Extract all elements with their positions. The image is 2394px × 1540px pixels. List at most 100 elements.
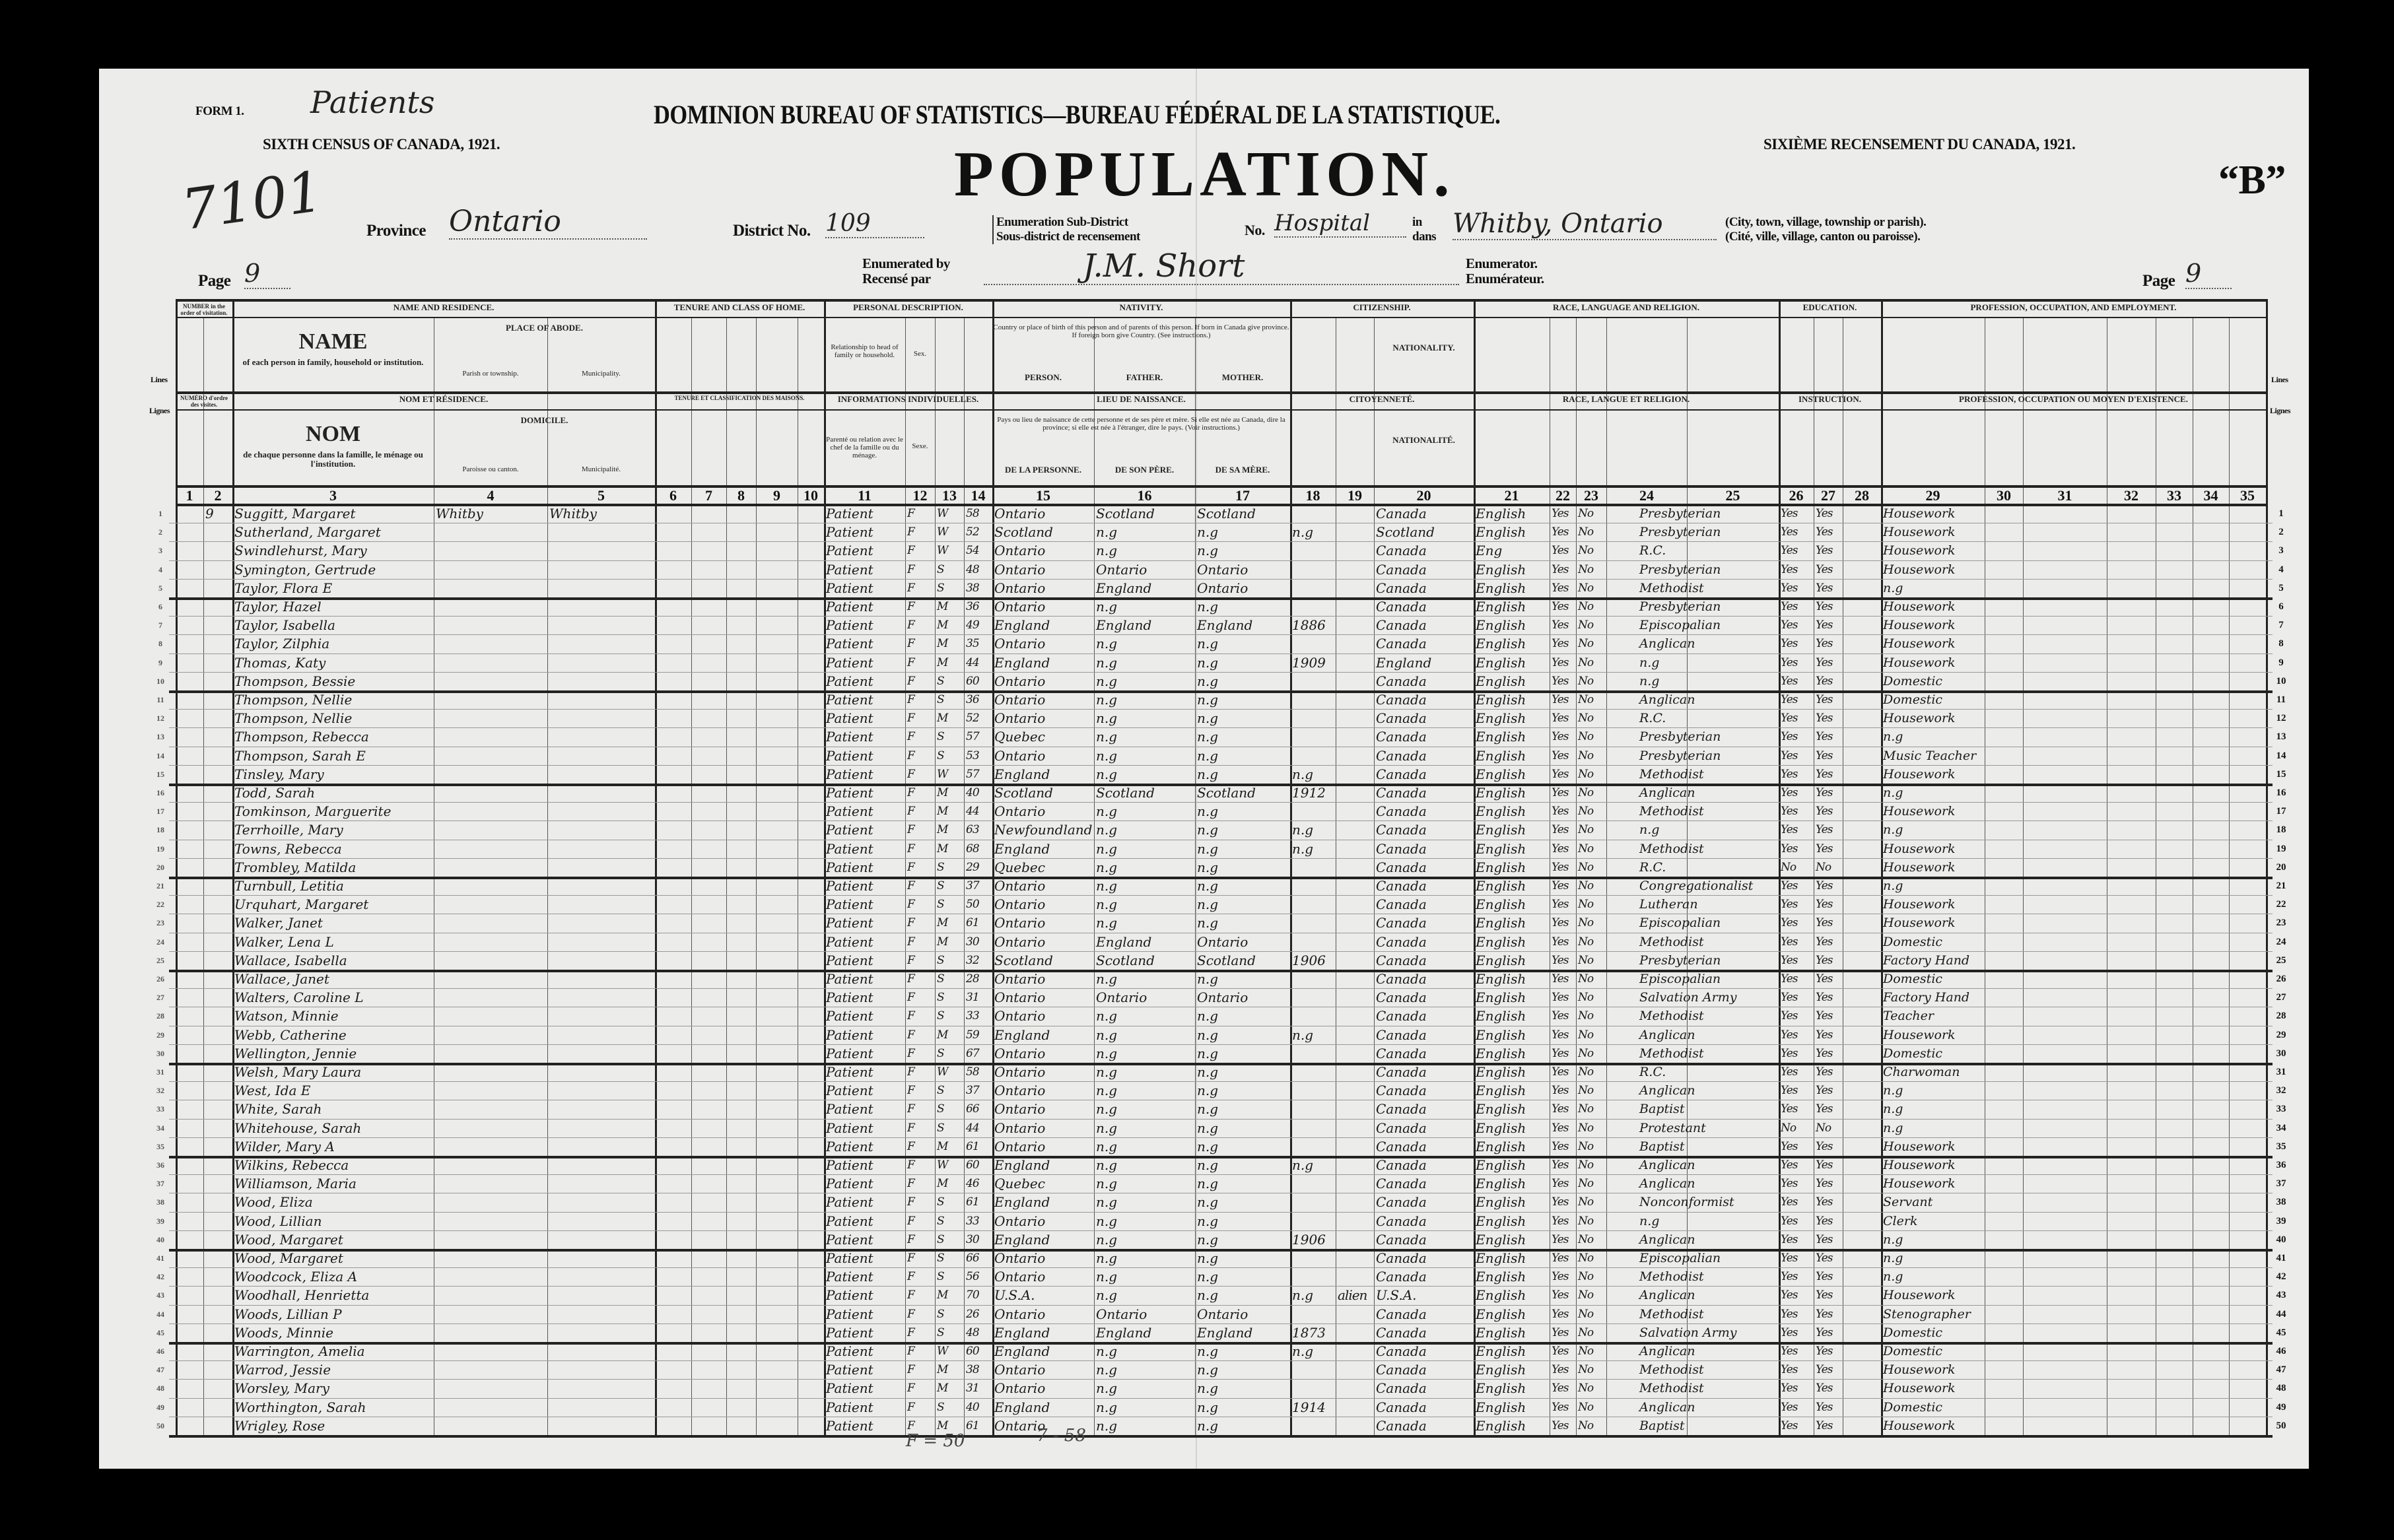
cell-french: No (1578, 655, 1594, 669)
column-number: 3 (329, 487, 337, 504)
cell-rel: Patient (826, 692, 873, 708)
cell-bp: Ontario (994, 1362, 1046, 1378)
cell-nationality: Canada (1376, 1101, 1427, 1118)
cell-age: 33 (966, 1009, 980, 1023)
cell-occupation: Housework (1883, 1027, 1956, 1042)
cell-write: Yes (1816, 544, 1833, 558)
group-header-en: NAME AND RESIDENCE. (393, 303, 495, 312)
cell-occupation: Housework (1883, 506, 1956, 521)
cell-rel: Patient (826, 1120, 873, 1136)
cell-english: Yes (1552, 860, 1569, 874)
cell-french: No (1578, 1214, 1594, 1228)
cell-nationality: Canada (1376, 1176, 1427, 1192)
domicile-header: DOMICILE. (520, 416, 568, 425)
cell-name: Taylor, Flora E (234, 580, 333, 596)
de-son-pere-header: DE SON PÈRE. (1114, 465, 1175, 475)
cell-religion: n.g (1639, 1213, 1660, 1228)
line-number: 29 (156, 1030, 164, 1040)
cell-bp: Ontario (994, 710, 1046, 727)
cell-read: Yes (1781, 1270, 1798, 1284)
column-divider (1606, 317, 1607, 1435)
cell-sex: F (907, 1400, 915, 1414)
cell-age: 54 (966, 544, 980, 558)
cell-rel: Patient (826, 971, 873, 987)
cell-origin: English (1476, 1008, 1526, 1024)
cell-bf: n.g (1096, 1138, 1118, 1155)
cell-french: No (1578, 749, 1594, 762)
cell-rel: Patient (826, 1064, 873, 1080)
cell-french: No (1578, 842, 1594, 855)
cell-rel: Patient (826, 1101, 873, 1118)
line-number: 16 (156, 788, 164, 797)
cell-name: Wood, Lillian (234, 1213, 322, 1229)
line-number: 28 (2276, 1011, 2286, 1022)
group-header-en: NUMBER in the order of visitation. (180, 303, 228, 316)
cell-nationality: Canada (1376, 878, 1427, 894)
cell-bm: n.g (1197, 729, 1219, 745)
place-hint-fr: (Cité, ville, village, canton ou paroiss… (1725, 230, 1921, 244)
cell-sex: F (907, 1252, 915, 1265)
cell-bf: n.g (1096, 915, 1118, 931)
cell-nationality: Canada (1376, 1064, 1427, 1080)
cell-write: Yes (1816, 805, 1833, 819)
cell-nationality: Canada (1376, 729, 1427, 745)
cell-bm: n.g (1197, 599, 1219, 615)
cell-age: 61 (966, 1139, 980, 1153)
cell-marital: W (937, 767, 948, 781)
cell-bm: n.g (1197, 1417, 1219, 1434)
line-number: 49 (156, 1402, 164, 1412)
cell-sex: F (907, 935, 915, 949)
cell-bf: Ontario (1096, 989, 1147, 1006)
cell-occupation: n.g (1883, 1083, 1903, 1098)
cell-english: Yes (1552, 712, 1569, 725)
column-divider (232, 299, 234, 1435)
cell-marital: S (937, 1009, 945, 1023)
column-divider (905, 317, 906, 1435)
column-divider (1374, 317, 1375, 1435)
cell-write: Yes (1816, 842, 1833, 855)
cell-rel: Patient (826, 561, 873, 578)
cell-rel: Patient (826, 1213, 873, 1229)
cell-read: Yes (1781, 712, 1798, 725)
cell-read: Yes (1781, 1289, 1798, 1302)
cell-immig: 1909 (1292, 654, 1326, 671)
cell-name: Thompson, Sarah E (234, 747, 366, 764)
cell-origin: English (1476, 580, 1526, 596)
cell-english: Yes (1552, 1252, 1569, 1265)
cell-religion: Presbyterian (1639, 729, 1721, 745)
cell-bp: England (994, 654, 1050, 671)
column-divider (1687, 317, 1688, 1435)
cell-bp: Ontario (994, 933, 1046, 950)
column-number: 13 (942, 487, 957, 504)
cell-bm: Scotland (1197, 506, 1256, 521)
cell-french: No (1578, 1046, 1594, 1060)
column-number: 5 (598, 487, 605, 504)
cell-rel: Patient (826, 878, 873, 894)
cell-bf: n.g (1096, 692, 1118, 708)
cell-origin: English (1476, 1026, 1526, 1043)
cell-english: Yes (1552, 749, 1569, 762)
cell-origin: English (1476, 1083, 1526, 1099)
cell-age: 60 (966, 1345, 980, 1358)
cell-rel: Patient (826, 1026, 873, 1043)
column-divider (176, 299, 178, 1435)
line-number: 2 (158, 527, 162, 537)
row-rule (169, 1044, 2273, 1045)
cell-write: Yes (1816, 1289, 1833, 1302)
cell-read: Yes (1781, 525, 1798, 539)
cell-bm: n.g (1197, 1120, 1219, 1136)
cell-religion: Protestant (1639, 1120, 1706, 1135)
subdistrict-label-fr: Sous-district de recensement (996, 230, 1140, 244)
cell-religion: Presbyterian (1639, 525, 1721, 540)
cell-nationality: Canada (1376, 617, 1427, 634)
cell-marital: W (937, 1158, 948, 1172)
cell-write: Yes (1816, 693, 1833, 706)
cell-french: No (1578, 1195, 1594, 1209)
cell-nationality: Canada (1376, 933, 1427, 950)
cell-nationality: Canada (1376, 971, 1427, 987)
line-number: 20 (156, 862, 164, 872)
cell-name: Symington, Gertrude (234, 561, 376, 578)
line-number: 50 (156, 1421, 164, 1430)
row-rule (169, 1342, 2273, 1345)
group-header-fr: CITOYENNETÉ. (1349, 395, 1415, 404)
